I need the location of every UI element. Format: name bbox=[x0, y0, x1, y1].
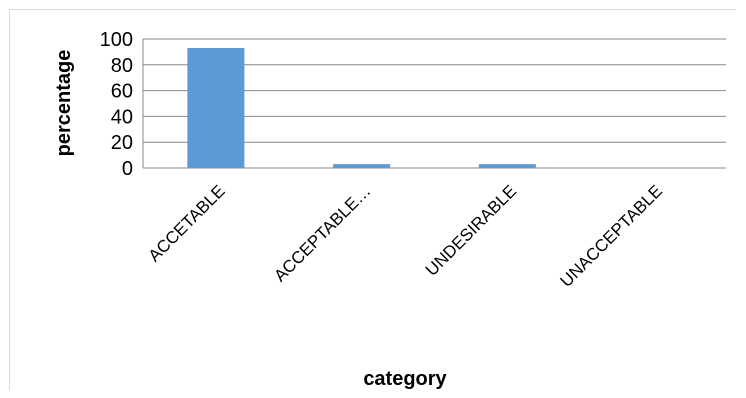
y-tick-label: 80 bbox=[111, 55, 133, 77]
y-tick-label: 100 bbox=[100, 29, 133, 51]
x-axis-title: category bbox=[363, 368, 447, 390]
bars bbox=[187, 48, 536, 168]
y-tick-label: 60 bbox=[111, 81, 133, 103]
x-tick-labels: ACCETABLE ACCEPTABLE… UNDESIRABLE UNACCEPTA… bbox=[145, 181, 666, 290]
x-tick-label: UNDESIRABLE bbox=[422, 181, 520, 279]
x-tick-label: ACCEPTABLE… bbox=[270, 181, 374, 285]
bar bbox=[478, 164, 536, 168]
y-tick-label: 20 bbox=[111, 132, 133, 154]
chart-frame bbox=[9, 9, 736, 390]
bar bbox=[187, 48, 245, 168]
bar bbox=[333, 164, 391, 168]
x-tick-label: ACCETABLE bbox=[145, 181, 229, 265]
x-tick-label: UNACCEPTABLE bbox=[557, 181, 666, 290]
y-tick-label: 40 bbox=[111, 106, 133, 128]
gridlines bbox=[142, 38, 726, 169]
y-axis-title: percentage bbox=[53, 50, 75, 157]
y-tick-labels: 0 20 40 60 80 100 bbox=[100, 29, 133, 180]
y-tick-label: 0 bbox=[122, 158, 133, 180]
